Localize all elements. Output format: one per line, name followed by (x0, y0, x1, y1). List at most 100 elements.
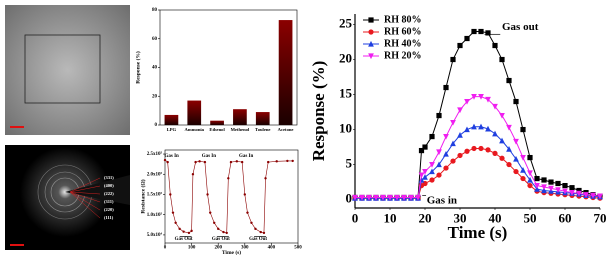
saed-label: (220) (104, 207, 114, 212)
point (188, 232, 190, 234)
point (471, 146, 476, 151)
point (436, 172, 441, 177)
y-tick-label: 1.5x10⁵ (147, 192, 163, 198)
bar (210, 121, 224, 125)
point (527, 155, 532, 160)
x-tick-label: Toulene (255, 127, 270, 132)
point (244, 193, 246, 195)
point (429, 177, 434, 182)
point (520, 176, 525, 181)
saed-label: (331) (104, 175, 114, 180)
x-tick-label: 10 (384, 211, 397, 226)
bar (187, 101, 201, 125)
y-tick-label: 20 (152, 94, 158, 99)
annotation: Gas In (164, 154, 179, 159)
legend-label: RH 60% (384, 26, 422, 37)
bar (256, 112, 270, 125)
y-tick-label: 60 (152, 37, 158, 42)
point (169, 193, 171, 195)
point (513, 169, 518, 174)
point (541, 177, 546, 182)
y-tick-label: 5.0x10⁴ (147, 232, 163, 238)
annotation: Gas Out (249, 237, 267, 242)
annotation: Gas in (427, 195, 457, 207)
plot-frame (165, 150, 298, 243)
saed-label: (311) (104, 199, 114, 204)
chart: 5.0x10⁴1.0x10⁵1.5x10⁵2.0x10⁵2.5x10⁵01002… (139, 150, 302, 255)
y-tick-label: 2.0x10⁵ (147, 171, 163, 177)
point (457, 107, 463, 113)
point (457, 43, 462, 48)
point (527, 170, 533, 176)
x-tick-label: 0 (352, 211, 359, 226)
point (443, 134, 449, 140)
x-tick-label: 0 (164, 246, 167, 251)
annotation: Gas Out (212, 237, 230, 242)
point (192, 173, 194, 175)
saed-label: (111) (104, 215, 114, 220)
y-tick-label: 10 (339, 121, 352, 136)
point (230, 161, 232, 163)
point (569, 185, 574, 190)
point (198, 160, 200, 162)
y-tick-label: 2.5x10⁵ (147, 151, 163, 157)
plot-frame (160, 10, 297, 125)
annotation: Gas out (502, 21, 539, 33)
point (246, 211, 248, 213)
point (260, 231, 262, 233)
point (172, 211, 174, 213)
point (182, 230, 184, 232)
point (267, 161, 269, 163)
x-axis-label: Time (s) (222, 249, 241, 255)
point (204, 161, 206, 163)
bar (165, 115, 179, 125)
y-tick-label: 20 (339, 51, 352, 66)
x-tick-label: Ammonia (185, 127, 205, 132)
y-axis-label: Response (%) (134, 51, 141, 84)
y-tick-label: 0 (346, 191, 353, 206)
x-tick-label: Acetone (278, 127, 294, 132)
point (174, 222, 176, 224)
y-tick-label: 1.0x10⁵ (147, 212, 163, 218)
point (450, 158, 455, 163)
y-axis-label: Response (%) (309, 61, 328, 162)
legend-label: RH 40% (384, 38, 422, 49)
point (443, 85, 448, 90)
point (276, 160, 278, 162)
x-tick-label: 300 (241, 246, 249, 251)
x-tick-label: 60 (559, 211, 572, 226)
point (513, 99, 518, 104)
point (506, 162, 511, 167)
point (506, 125, 512, 131)
point (443, 165, 448, 170)
saed-label: (400) (104, 183, 114, 188)
point (555, 181, 560, 186)
point (194, 161, 196, 163)
y-tick-label: 15 (339, 86, 353, 101)
y-tick-label: 0 (155, 123, 158, 128)
point (178, 228, 180, 230)
annotation: Gas Out (175, 237, 193, 242)
point (422, 144, 427, 149)
point (485, 147, 490, 152)
point (485, 30, 490, 35)
x-tick-label: 50 (524, 211, 537, 226)
point (217, 228, 219, 230)
tem-image (5, 5, 130, 135)
point (513, 139, 519, 145)
x-tick-label: 70 (594, 211, 607, 226)
point (166, 161, 168, 163)
point (520, 127, 525, 132)
annotation: Gas In (202, 154, 217, 159)
point (236, 160, 238, 162)
point (499, 113, 505, 119)
point (450, 57, 455, 62)
saed-label: (222) (104, 191, 114, 196)
x-axis-label: Time (s) (448, 223, 508, 242)
point (222, 231, 224, 233)
point (263, 232, 265, 234)
point (478, 29, 483, 34)
x-tick-label: 20 (419, 211, 432, 226)
